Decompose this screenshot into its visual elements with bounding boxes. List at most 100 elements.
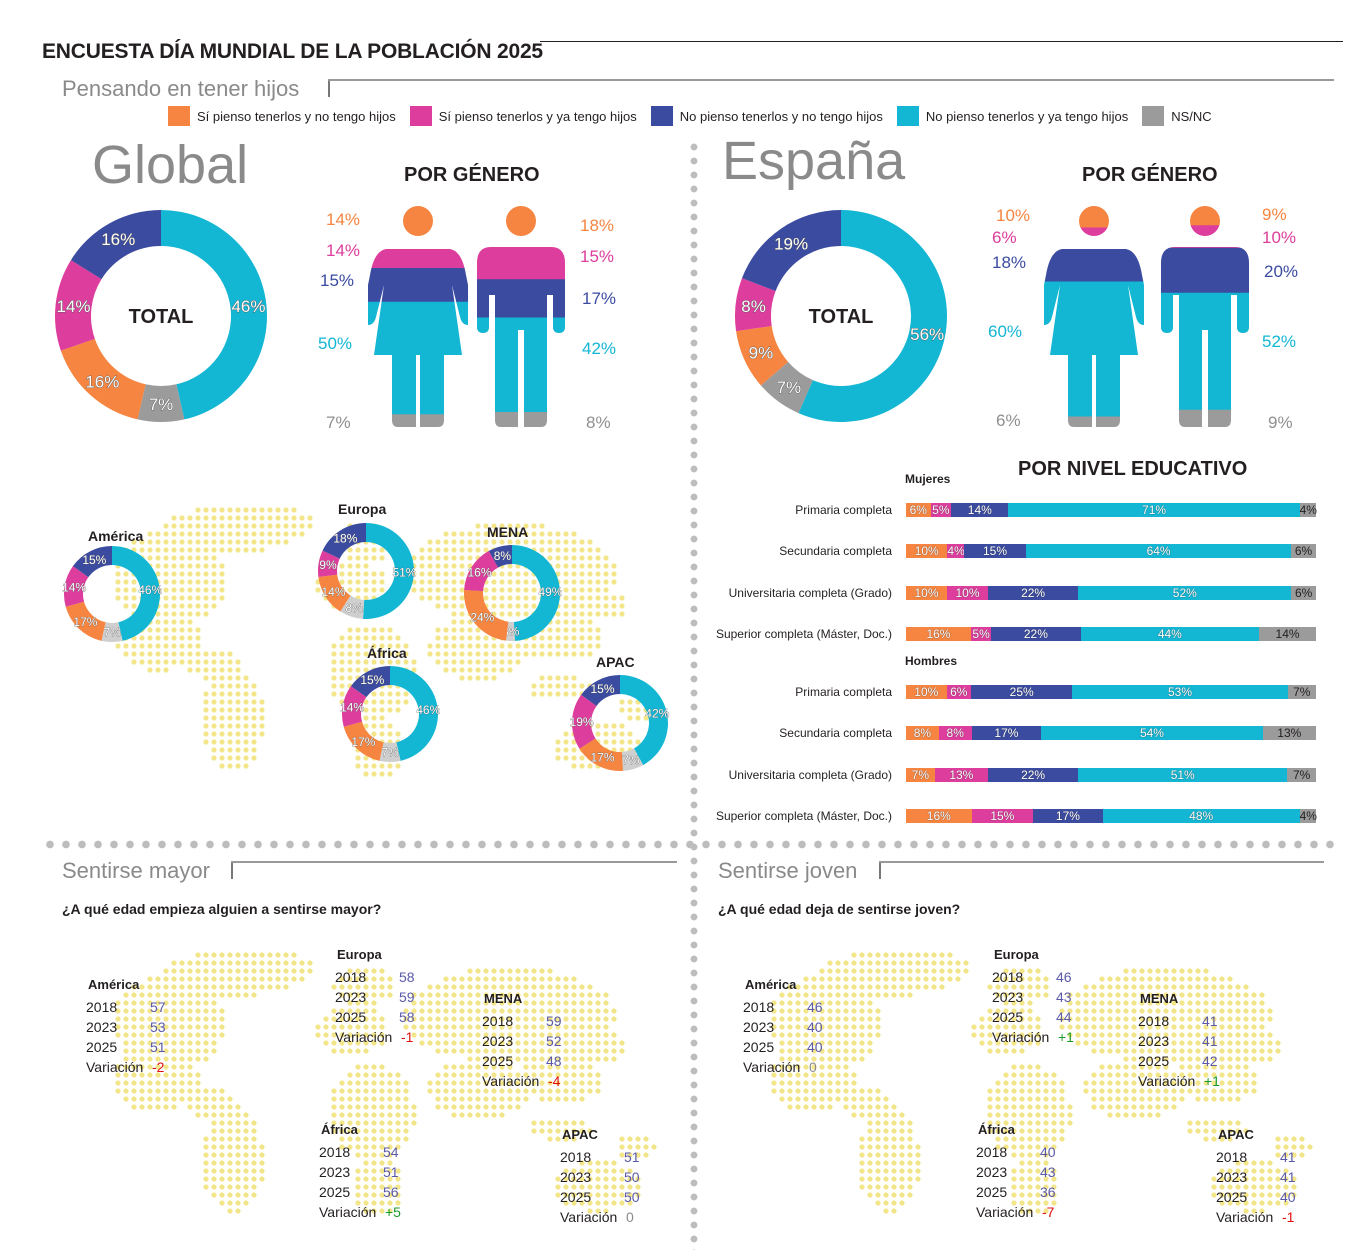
donut-slice <box>488 545 512 568</box>
education-bar: 8% 8% 17% 54% 13% <box>906 726 1316 740</box>
education-bar-segment: 4% <box>1299 809 1317 823</box>
education-bar-segment: 13% <box>934 768 988 782</box>
donut-label: 9% <box>749 344 774 363</box>
age-row: 2018 58 <box>335 969 415 989</box>
donut-slice <box>340 595 365 619</box>
age-row: 2025 58 <box>335 1009 415 1029</box>
donut-label: 7% <box>381 746 399 760</box>
year-label: 2018 <box>1216 1149 1248 1165</box>
age-value: 48 <box>546 1053 562 1069</box>
education-row-label: Universitaria completa (Grado) <box>728 586 892 600</box>
age-value: 41 <box>1280 1169 1296 1185</box>
education-bar-segment: 22% <box>987 768 1079 782</box>
figure-segment <box>477 279 565 318</box>
age-row: 2023 41 <box>1216 1169 1296 1189</box>
year-label: 2025 <box>1216 1189 1248 1205</box>
age-value: 40 <box>807 1039 823 1055</box>
section-rule <box>879 861 1324 863</box>
age-value: 56 <box>383 1184 399 1200</box>
education-bar-segment: 53% <box>1072 685 1288 699</box>
year-label: 2023 <box>992 989 1024 1005</box>
education-bar-segment: 6% <box>1291 586 1316 600</box>
education-bar-segment: 22% <box>991 627 1081 641</box>
age-row: 2025 40 <box>1216 1189 1296 1209</box>
section-rule <box>231 862 233 879</box>
region-label: MENA <box>487 524 529 540</box>
age-row: 2018 57 <box>86 999 166 1019</box>
donut-slice <box>620 675 668 766</box>
year-label: 2025 <box>743 1039 775 1055</box>
year-label: 2023 <box>86 1019 118 1035</box>
age-row: 2018 46 <box>743 999 823 1019</box>
age-row: 2025 51 <box>86 1039 166 1059</box>
age-row: 2018 41 <box>1216 1149 1296 1169</box>
age-value: 46 <box>807 999 823 1015</box>
region-label: MENA <box>1140 991 1179 1006</box>
education-row-label: Superior completa (Máster, Doc.) <box>715 627 892 641</box>
year-label: 2018 <box>86 999 118 1015</box>
education-bar-segment: 7% <box>1287 685 1316 699</box>
variation-label: Variación <box>86 1059 144 1075</box>
variation-row: Variación +1 <box>992 1029 1074 1049</box>
region-label: África <box>367 645 407 661</box>
donut-slice <box>760 361 813 414</box>
donut-slice <box>736 325 789 386</box>
donut-slice <box>350 666 390 698</box>
region-label: MENA <box>484 991 523 1006</box>
donut-label: 14% <box>321 585 345 599</box>
variation-row: Variación -2 <box>86 1059 166 1079</box>
donut-label: 7% <box>149 395 174 414</box>
donut-slice <box>322 523 366 559</box>
year-label: 2025 <box>335 1009 367 1025</box>
donut-label: 8% <box>741 297 766 316</box>
age-value: 52 <box>546 1033 562 1049</box>
education-bar-segment: 51% <box>1078 768 1288 782</box>
age-table: 2018 41 2023 41 2025 40 Variación -1 <box>1216 1149 1296 1229</box>
age-row: 2018 59 <box>482 1013 562 1033</box>
age-row: 2018 51 <box>560 1149 640 1169</box>
region-donut: 46% 7% 17% 14% 15% <box>62 546 162 642</box>
education-bar-segment: 44% <box>1080 627 1260 641</box>
variation-row: Variación -1 <box>1216 1209 1296 1229</box>
donut-slice <box>318 574 351 612</box>
donut-slice <box>318 550 340 578</box>
year-label: 2023 <box>319 1164 351 1180</box>
donut-label: 24% <box>470 611 494 625</box>
donut-label: 9% <box>319 558 337 572</box>
age-value: 53 <box>150 1019 166 1035</box>
figure-segment <box>1161 409 1249 427</box>
age-value: 50 <box>624 1189 640 1205</box>
figure-segment <box>477 412 565 427</box>
legend-label: Sí pienso tenerlos y no tengo hijos <box>197 108 396 124</box>
variation-label: Variación <box>743 1059 801 1075</box>
donut-label: 17% <box>591 751 615 765</box>
education-bar: 10% 10% 22% 52% 6% <box>906 586 1316 600</box>
global-heading: Global <box>92 135 249 195</box>
age-row: 2025 56 <box>319 1184 401 1204</box>
education-bar-segment: 16% <box>906 627 971 641</box>
legend-label: NS/NC <box>1171 108 1212 124</box>
world-map <box>115 952 657 1214</box>
legend: Sí pienso tenerlos y no tengo hijos Sí pi… <box>168 106 1212 126</box>
variation-row: Variación -4 <box>482 1073 562 1093</box>
education-bar: 6% 5% 14% 71% 4% <box>906 503 1317 517</box>
world-map <box>771 952 1313 1214</box>
legend-swatch <box>1142 106 1165 126</box>
variation-row: Variación -7 <box>976 1204 1056 1224</box>
education-bar-segment: 15% <box>963 544 1027 558</box>
year-label: 2025 <box>482 1053 514 1069</box>
spain-women-pct-1: 10% <box>996 206 1031 225</box>
global-men-pct-5: 8% <box>586 413 611 432</box>
variation-row: Variación -1 <box>335 1029 415 1049</box>
region-label: África <box>321 1122 358 1137</box>
figure-segment <box>1044 281 1144 417</box>
region-donut: 46% 7% 17% 14% 15% <box>340 666 440 762</box>
education-bar-segment: 6% <box>946 685 971 699</box>
donut-slice <box>343 721 384 761</box>
age-value: 54 <box>383 1144 399 1160</box>
donut-label: 16% <box>467 566 491 580</box>
year-label: 2025 <box>976 1184 1008 1200</box>
donut-label: 42% <box>645 707 669 721</box>
figure-segment <box>477 206 565 246</box>
global-women-pct-3: 15% <box>320 271 355 290</box>
